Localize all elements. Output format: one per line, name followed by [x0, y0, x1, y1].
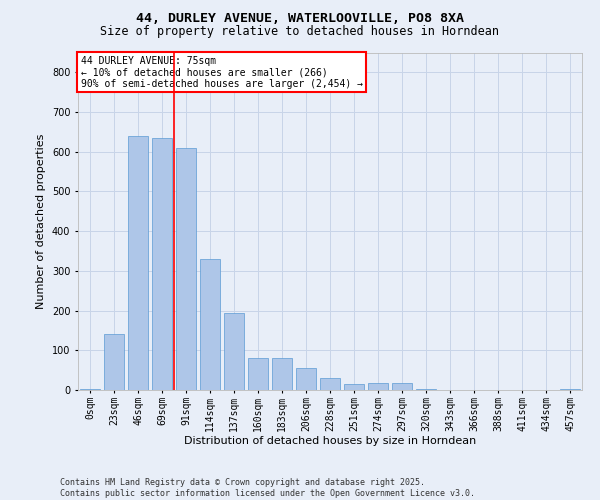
Text: 44, DURLEY AVENUE, WATERLOOVILLE, PO8 8XA: 44, DURLEY AVENUE, WATERLOOVILLE, PO8 8X…	[136, 12, 464, 26]
Bar	[344, 384, 364, 390]
Y-axis label: Number of detached properties: Number of detached properties	[37, 134, 46, 309]
Bar	[368, 383, 388, 390]
Bar	[320, 378, 340, 390]
Text: Contains HM Land Registry data © Crown copyright and database right 2025.
Contai: Contains HM Land Registry data © Crown c…	[60, 478, 475, 498]
Bar	[80, 389, 100, 390]
Bar	[128, 136, 148, 390]
Bar	[152, 138, 172, 390]
Bar	[104, 334, 124, 390]
Bar	[416, 389, 436, 390]
Bar	[200, 259, 220, 390]
Bar	[560, 389, 580, 390]
Bar	[248, 358, 268, 390]
Bar	[392, 383, 412, 390]
Bar	[272, 358, 292, 390]
Text: 44 DURLEY AVENUE: 75sqm
← 10% of detached houses are smaller (266)
90% of semi-d: 44 DURLEY AVENUE: 75sqm ← 10% of detache…	[80, 56, 362, 89]
Bar	[176, 148, 196, 390]
Bar	[224, 312, 244, 390]
Text: Size of property relative to detached houses in Horndean: Size of property relative to detached ho…	[101, 25, 499, 38]
Bar	[296, 368, 316, 390]
X-axis label: Distribution of detached houses by size in Horndean: Distribution of detached houses by size …	[184, 436, 476, 446]
